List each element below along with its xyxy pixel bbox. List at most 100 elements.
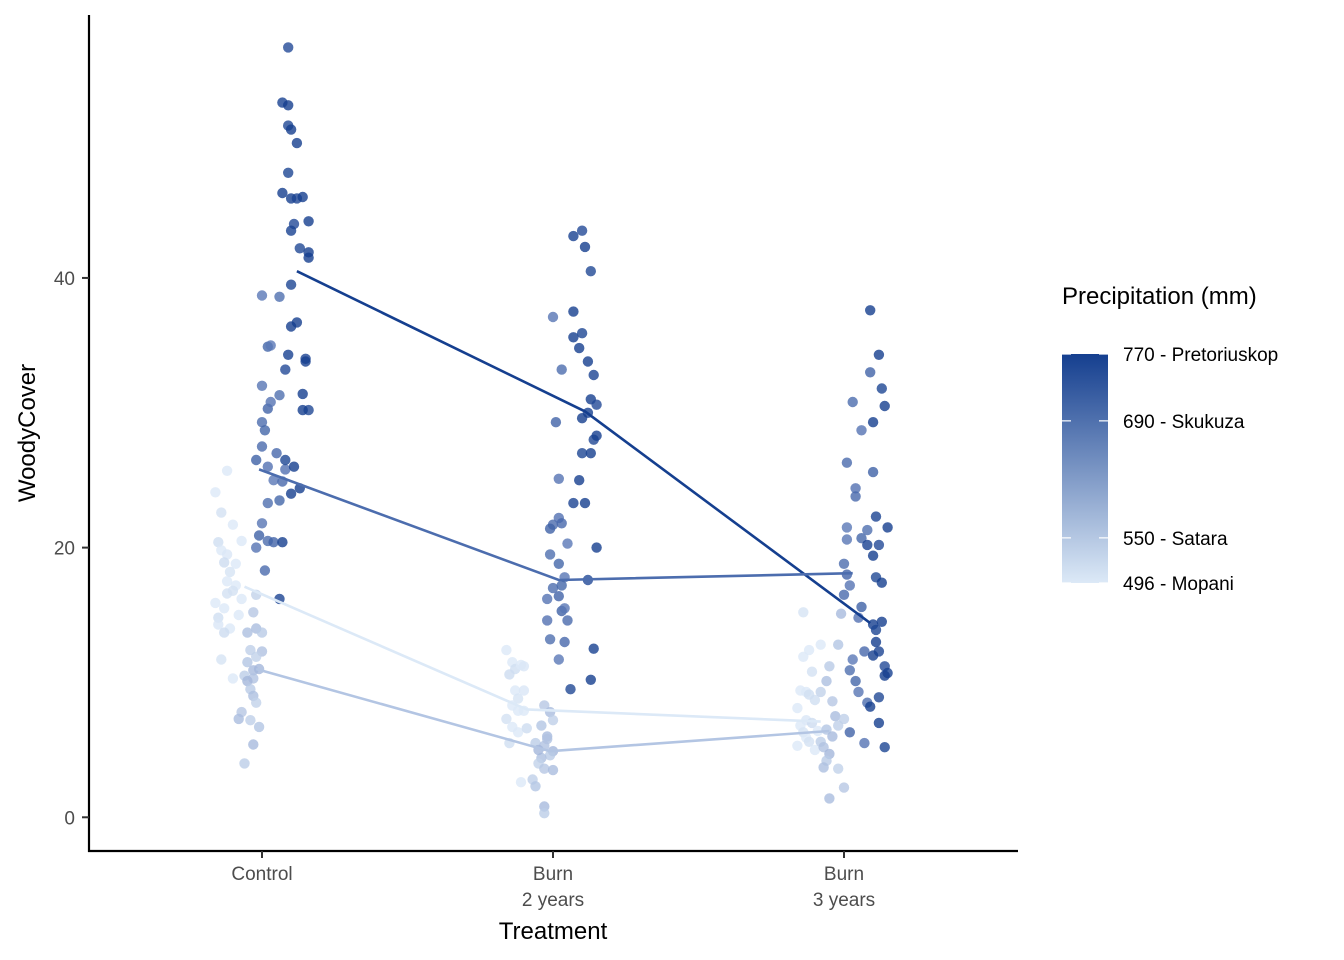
data-point-satara — [838, 713, 850, 725]
data-point-satara — [251, 651, 262, 662]
data-point-pretoriuskop — [873, 539, 885, 551]
data-point-skukuza — [259, 565, 271, 576]
data-point-skukuza — [274, 495, 285, 506]
data-point-skukuza — [562, 538, 573, 549]
data-point-mopani — [803, 736, 815, 747]
data-point-pretoriuskop — [280, 364, 291, 375]
legend-break-label: 690 - Skukuza — [1123, 412, 1245, 433]
data-point-pretoriuskop — [588, 369, 599, 381]
data-point-skukuza — [850, 491, 861, 502]
data-point-pretoriuskop — [585, 266, 596, 277]
data-point-pretoriuskop — [574, 475, 585, 486]
data-point-satara — [245, 644, 256, 656]
data-point-skukuza — [262, 461, 273, 472]
data-point-satara — [833, 639, 844, 650]
data-point-pretoriuskop — [576, 328, 588, 339]
data-point-mopani — [512, 693, 524, 704]
data-point-skukuza — [256, 290, 268, 301]
data-point-pretoriuskop — [288, 461, 300, 472]
mean-line-pretoriuskop — [296, 270, 871, 625]
data-point-satara — [536, 720, 547, 731]
data-point-pretoriuskop — [285, 321, 297, 332]
data-point-pretoriuskop — [876, 577, 887, 588]
data-point-skukuza — [844, 665, 855, 676]
data-point-satara — [242, 675, 253, 687]
data-point-satara — [539, 763, 550, 774]
data-point-satara — [251, 697, 262, 708]
data-point-skukuza — [274, 390, 285, 401]
y-axis-title: WoodyCover — [14, 364, 41, 502]
data-point-skukuza — [262, 497, 273, 509]
data-point-mopani — [221, 588, 233, 599]
data-point-mopani — [230, 558, 241, 569]
data-point-pretoriuskop — [568, 332, 579, 343]
x-tick-label: Burn 2 years — [522, 864, 584, 911]
mean-line-mopani — [243, 585, 821, 723]
data-point-skukuza — [559, 636, 570, 648]
data-point-satara — [248, 739, 259, 750]
legend-break-label: 496 - Mopani — [1123, 574, 1234, 595]
data-point-skukuza — [256, 417, 268, 428]
data-point-pretoriuskop — [870, 636, 882, 648]
data-point-pretoriuskop — [574, 342, 585, 354]
data-point-pretoriuskop — [579, 497, 591, 509]
data-point-mopani — [236, 535, 247, 547]
data-point-mopani — [501, 644, 512, 656]
mean-line-satara — [255, 667, 830, 753]
lines-layer — [243, 270, 871, 753]
data-point-skukuza — [856, 533, 867, 544]
data-point-satara — [830, 711, 841, 722]
data-point-satara — [818, 742, 829, 753]
data-point-satara — [253, 721, 265, 733]
data-point-mopani — [792, 740, 803, 751]
data-point-satara — [835, 608, 847, 619]
data-point-pretoriuskop — [591, 542, 602, 553]
data-point-mopani — [512, 727, 524, 738]
data-point-satara — [818, 762, 829, 773]
data-point-satara — [544, 750, 556, 761]
data-point-skukuza — [856, 601, 867, 613]
data-point-pretoriuskop — [568, 306, 579, 317]
data-point-skukuza — [853, 686, 864, 698]
data-point-skukuza — [847, 396, 858, 408]
data-point-mopani — [210, 487, 221, 498]
data-point-satara — [547, 764, 559, 776]
data-point-skukuza — [856, 425, 867, 436]
data-point-skukuza — [850, 675, 861, 687]
colorbar — [1062, 354, 1108, 583]
data-point-mopani — [510, 685, 521, 696]
data-point-satara — [530, 781, 541, 792]
points-layer — [210, 42, 893, 819]
data-point-pretoriuskop — [879, 670, 890, 681]
data-point-mopani — [216, 654, 227, 665]
data-point-mopani — [221, 576, 233, 587]
data-point-satara — [256, 627, 268, 638]
data-point-satara — [815, 686, 826, 698]
data-point-satara — [233, 713, 244, 725]
data-point-pretoriuskop — [297, 191, 308, 203]
x-tick-label: Burn 3 years — [813, 864, 875, 911]
data-point-satara — [542, 733, 553, 745]
data-point-skukuza — [553, 591, 564, 602]
data-point-satara — [245, 715, 256, 726]
data-point-pretoriuskop — [591, 399, 602, 410]
data-point-pretoriuskop — [865, 305, 876, 316]
data-point-satara — [242, 657, 253, 668]
y-tick-label: 0 — [64, 808, 75, 829]
data-point-skukuza — [268, 475, 279, 486]
data-point-pretoriuskop — [283, 349, 294, 360]
data-point-pretoriuskop — [283, 167, 294, 178]
data-point-skukuza — [251, 542, 262, 553]
x-tick-label: Control — [231, 864, 292, 885]
data-point-skukuza — [274, 291, 285, 302]
data-point-skukuza — [547, 311, 559, 323]
legend-title: Precipitation (mm) — [1062, 283, 1257, 310]
data-point-skukuza — [544, 523, 556, 534]
data-point-pretoriuskop — [285, 488, 297, 499]
data-point-pretoriuskop — [291, 137, 303, 149]
data-point-mopani — [219, 603, 230, 614]
data-point-satara — [827, 696, 838, 707]
data-point-skukuza — [859, 646, 870, 657]
data-point-skukuza — [556, 580, 567, 591]
data-point-pretoriuskop — [591, 430, 602, 441]
